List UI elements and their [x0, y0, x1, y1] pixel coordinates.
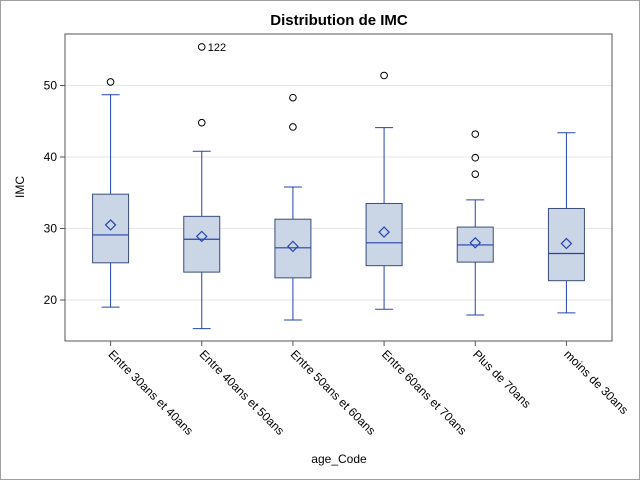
outlier-point — [290, 94, 297, 101]
box-1 — [93, 79, 129, 308]
x-tick-label: Entre 60ans et 70ans — [379, 347, 470, 438]
x-tick-label: Entre 30ans et 40ans — [105, 347, 196, 438]
x-axis-label: age_Code — [311, 452, 367, 466]
iqr-box — [548, 208, 584, 280]
outlier-point — [472, 154, 479, 161]
outlier-point — [290, 124, 297, 131]
y-tick-label: 40 — [44, 150, 58, 164]
outlier-point — [107, 79, 114, 86]
plot-area: 122 — [93, 42, 585, 329]
outlier-point — [198, 44, 205, 51]
y-tick-label: 20 — [44, 293, 58, 307]
x-axis: Entre 30ans et 40ans Entre 40ans et 50ans… — [105, 341, 631, 438]
plot-frame — [65, 34, 612, 341]
iqr-box — [184, 216, 220, 272]
box-4 — [366, 72, 402, 309]
y-tick-label: 30 — [44, 222, 58, 236]
x-tick-label: Plus de 70ans — [470, 347, 534, 411]
iqr-box — [366, 203, 402, 265]
x-tick-label: Entre 40ans et 50ans — [197, 347, 288, 438]
box-3 — [275, 94, 311, 320]
outlier-annotation: 122 — [208, 42, 226, 54]
grid-lines — [65, 86, 612, 301]
iqr-box — [275, 219, 311, 278]
box-2 — [184, 44, 220, 329]
y-tick-label: 50 — [44, 79, 58, 93]
outlier-point — [472, 131, 479, 138]
x-tick-label: Entre 50ans et 60ans — [288, 347, 379, 438]
box-5 — [457, 131, 493, 315]
outlier-point — [198, 119, 205, 126]
iqr-box — [93, 194, 129, 263]
outlier-point — [381, 72, 388, 79]
y-axis: 20 30 40 50 — [44, 79, 65, 308]
chart-title: Distribution de IMC — [270, 12, 408, 29]
x-tick-label: moins de 30ans — [561, 347, 631, 417]
outlier-point — [472, 171, 479, 178]
box-6 — [548, 133, 584, 313]
y-axis-label: IMC — [13, 176, 27, 198]
